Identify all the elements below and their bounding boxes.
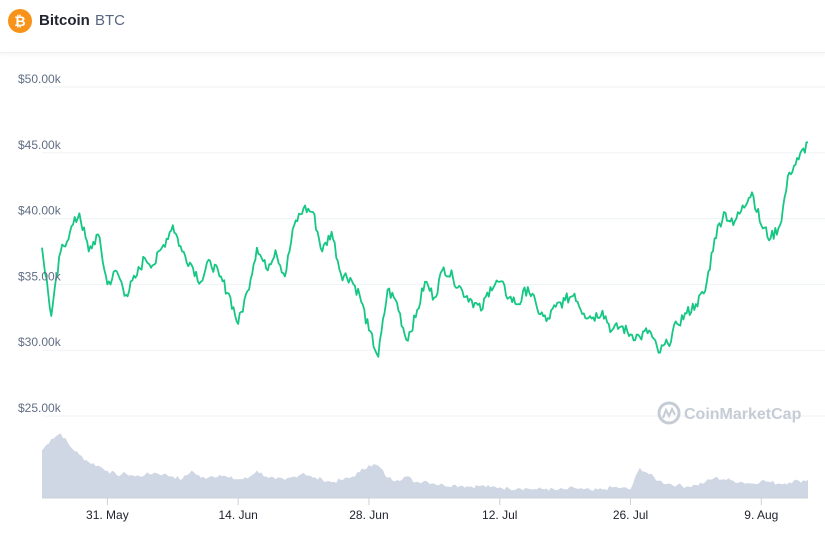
y-tick-label: $30.00k bbox=[18, 335, 62, 349]
y-axis: $50.00k $45.00k $40.00k $35.00k $30.00k $25.0… bbox=[18, 72, 62, 415]
volume-area-fill bbox=[42, 433, 808, 498]
y-tick-label: $25.00k bbox=[18, 401, 62, 415]
y-tick-label: $35.00k bbox=[18, 269, 62, 283]
coin-symbol: BTC bbox=[95, 12, 125, 29]
x-tick-label: 14. Jun bbox=[218, 508, 257, 522]
grid-lines bbox=[42, 86, 825, 417]
watermark-text: CoinMarketCap bbox=[684, 406, 802, 423]
x-axis: 31. May 14. Jun 28. Jun 12. Jul 26. Jul 9. Au… bbox=[42, 497, 808, 522]
coinmarketcap-watermark: CoinMarketCap bbox=[657, 401, 802, 425]
y-tick-label: $40.00k bbox=[18, 204, 62, 218]
x-tick-label: 12. Jul bbox=[482, 508, 517, 522]
y-tick-label: $45.00k bbox=[18, 138, 62, 152]
price-line[interactable] bbox=[41, 141, 809, 358]
svg-text:₿: ₿ bbox=[14, 13, 25, 29]
bitcoin-icon: ₿ bbox=[8, 9, 32, 33]
x-tick-label: 9. Aug bbox=[744, 508, 778, 522]
x-tick-label: 26. Jul bbox=[613, 508, 648, 522]
y-tick-label: $50.00k bbox=[18, 72, 62, 86]
x-tick-label: 28. Jun bbox=[349, 508, 388, 522]
coinmarketcap-logo-icon bbox=[657, 401, 681, 425]
coin-header: ₿ Bitcoin BTC bbox=[0, 0, 825, 53]
x-tick-label: 31. May bbox=[86, 508, 129, 522]
coin-name: Bitcoin bbox=[39, 12, 90, 29]
price-series[interactable] bbox=[40, 140, 811, 359]
volume-area bbox=[42, 433, 808, 498]
